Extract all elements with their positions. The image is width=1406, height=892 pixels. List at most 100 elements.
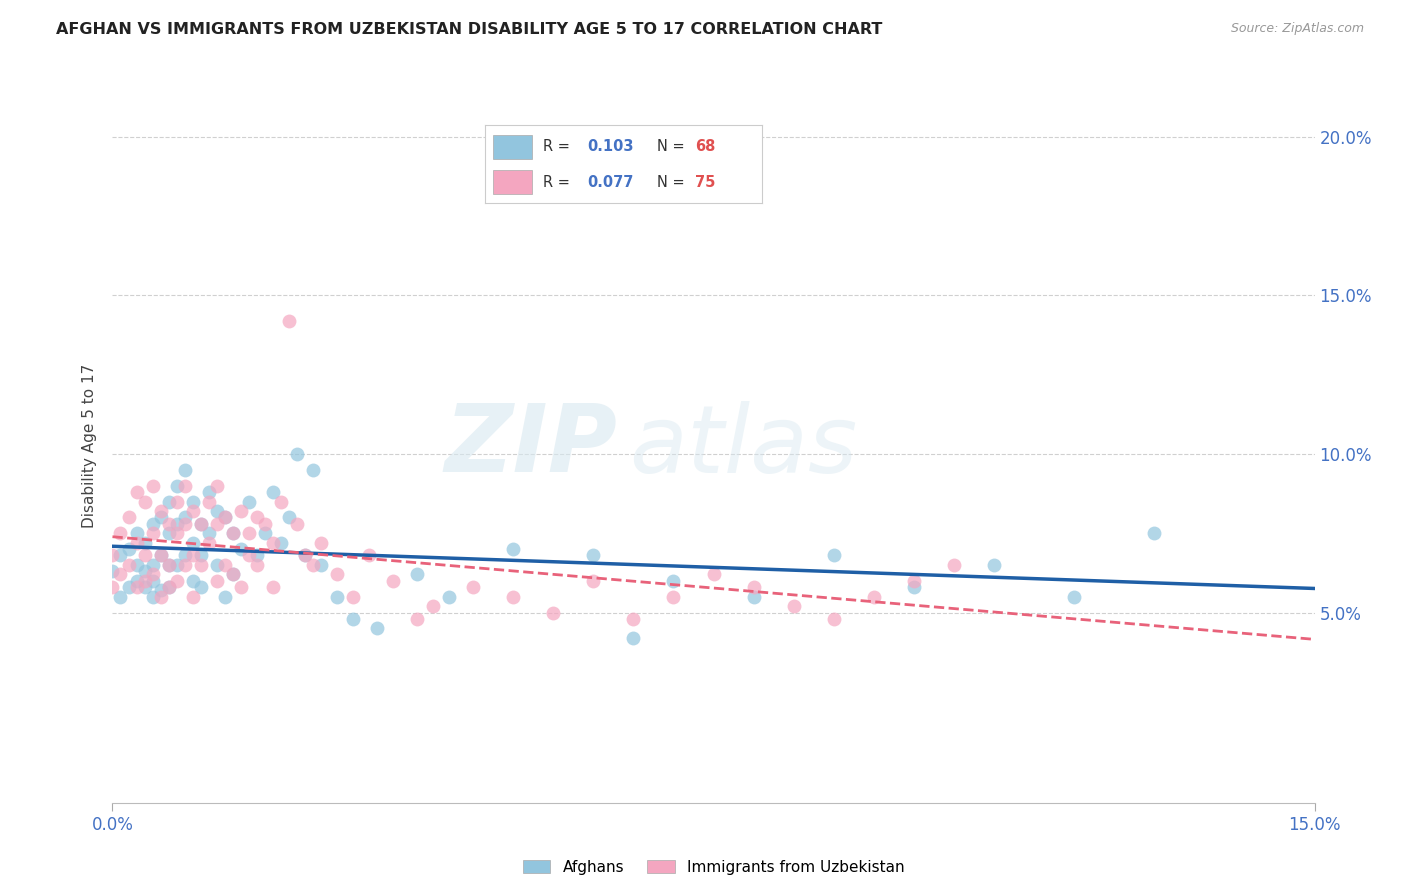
Point xyxy=(437,590,460,604)
Point xyxy=(823,549,845,563)
Point xyxy=(157,494,180,508)
Point xyxy=(863,590,886,604)
Point xyxy=(197,494,219,508)
Point xyxy=(134,574,156,588)
Point xyxy=(222,567,245,582)
Point xyxy=(285,516,308,531)
Point xyxy=(502,590,524,604)
Point xyxy=(262,580,284,594)
Point xyxy=(205,574,228,588)
Text: N =: N = xyxy=(657,139,689,154)
Point xyxy=(197,485,219,500)
Point xyxy=(983,558,1005,572)
Point xyxy=(309,558,332,572)
Point xyxy=(125,558,148,572)
Point xyxy=(149,504,172,518)
Point xyxy=(903,580,925,594)
Point xyxy=(166,516,188,531)
Point xyxy=(134,564,156,578)
Point xyxy=(582,549,605,563)
Point xyxy=(149,583,172,598)
Text: 0.103: 0.103 xyxy=(588,139,634,154)
Point xyxy=(702,567,725,582)
Point xyxy=(149,549,172,563)
Point xyxy=(543,606,565,620)
Point xyxy=(110,526,132,541)
Point xyxy=(134,535,156,549)
Point xyxy=(157,580,180,594)
Point xyxy=(662,590,685,604)
Point xyxy=(141,516,163,531)
Point xyxy=(270,535,292,549)
Point xyxy=(214,590,236,604)
Point xyxy=(277,510,299,524)
Point xyxy=(173,510,195,524)
Point xyxy=(1143,526,1166,541)
Point xyxy=(942,558,965,572)
Point xyxy=(173,478,195,492)
Point xyxy=(181,574,204,588)
Point xyxy=(326,567,349,582)
Point xyxy=(181,590,204,604)
Point xyxy=(246,510,269,524)
Point xyxy=(294,549,316,563)
Point xyxy=(166,558,188,572)
Point xyxy=(181,504,204,518)
Point xyxy=(262,485,284,500)
Point xyxy=(110,549,132,563)
Text: R =: R = xyxy=(543,139,575,154)
Point xyxy=(742,590,765,604)
Legend: Afghans, Immigrants from Uzbekistan: Afghans, Immigrants from Uzbekistan xyxy=(516,854,911,880)
Point xyxy=(110,590,132,604)
Point xyxy=(141,526,163,541)
Point xyxy=(101,564,124,578)
Point xyxy=(238,549,260,563)
Point xyxy=(366,621,388,635)
Point xyxy=(406,612,429,626)
Point xyxy=(110,567,132,582)
Point xyxy=(125,526,148,541)
Point xyxy=(149,510,172,524)
Point xyxy=(205,516,228,531)
Point xyxy=(222,567,245,582)
Point xyxy=(205,558,228,572)
Text: R =: R = xyxy=(543,175,575,190)
Point xyxy=(270,494,292,508)
Point xyxy=(101,549,124,563)
Point xyxy=(326,590,349,604)
Point xyxy=(382,574,405,588)
Point xyxy=(782,599,804,614)
Point xyxy=(238,526,260,541)
Bar xyxy=(494,135,531,159)
Point xyxy=(246,549,269,563)
Point xyxy=(125,485,148,500)
Point xyxy=(181,494,204,508)
Bar xyxy=(494,170,531,194)
Point xyxy=(157,558,180,572)
Point xyxy=(214,558,236,572)
Point xyxy=(173,516,195,531)
Point xyxy=(205,478,228,492)
Point xyxy=(621,631,644,645)
Point xyxy=(422,599,444,614)
Point xyxy=(1063,590,1085,604)
Text: 68: 68 xyxy=(696,139,716,154)
Point xyxy=(157,516,180,531)
Point xyxy=(149,590,172,604)
Point xyxy=(461,580,484,594)
Point xyxy=(101,580,124,594)
Point xyxy=(222,526,245,541)
Text: N =: N = xyxy=(657,175,689,190)
Point xyxy=(190,558,212,572)
Point xyxy=(229,580,252,594)
Point xyxy=(125,580,148,594)
Point xyxy=(166,526,188,541)
Point xyxy=(125,574,148,588)
Point xyxy=(262,535,284,549)
Point xyxy=(190,516,212,531)
Point xyxy=(742,580,765,594)
Text: AFGHAN VS IMMIGRANTS FROM UZBEKISTAN DISABILITY AGE 5 TO 17 CORRELATION CHART: AFGHAN VS IMMIGRANTS FROM UZBEKISTAN DIS… xyxy=(56,22,883,37)
Point xyxy=(253,526,276,541)
Point xyxy=(582,574,605,588)
Point xyxy=(285,447,308,461)
